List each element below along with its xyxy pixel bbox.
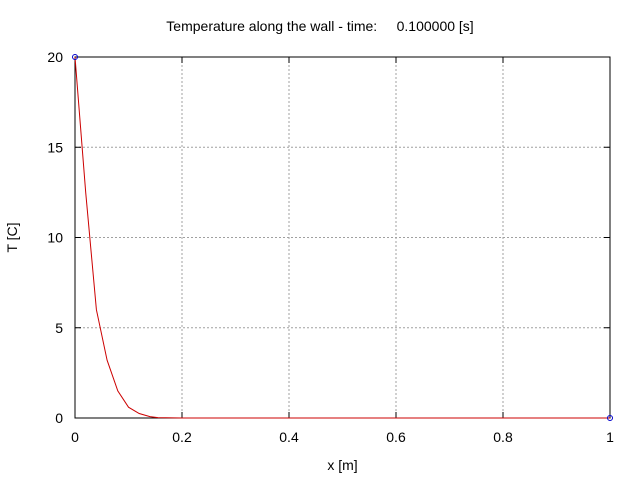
y-tick-label: 10: [47, 230, 63, 246]
x-tick-label: 0.2: [172, 429, 192, 445]
axis-ticks: [74, 56, 611, 419]
x-tick-label: 1: [606, 429, 614, 445]
series-layer: [74, 56, 610, 419]
x-axis-label: x [m]: [327, 457, 357, 473]
grid-lines: [75, 57, 610, 418]
y-tick-label: 20: [47, 49, 63, 65]
y-tick-label: 5: [55, 320, 63, 336]
x-tick-label: 0.8: [493, 429, 513, 445]
y-axis-label: T [C]: [4, 222, 20, 252]
x-tick-label: 0.4: [279, 429, 299, 445]
temperature-line: [74, 56, 610, 419]
x-tick-label: 0: [71, 429, 79, 445]
marker-layer: [72, 54, 613, 421]
x-tick-label: 0.6: [386, 429, 406, 445]
boundary-marker: [607, 415, 613, 421]
boundary-marker: [72, 54, 78, 60]
chart-title: Temperature along the wall - time: 0.100…: [166, 18, 474, 34]
y-tick-label: 0: [55, 410, 63, 426]
y-tick-labels: 0 5 10 15 20: [47, 49, 63, 426]
x-tick-labels: 0 0.2 0.4 0.6 0.8 1: [71, 429, 614, 445]
y-tick-label: 15: [47, 139, 63, 155]
